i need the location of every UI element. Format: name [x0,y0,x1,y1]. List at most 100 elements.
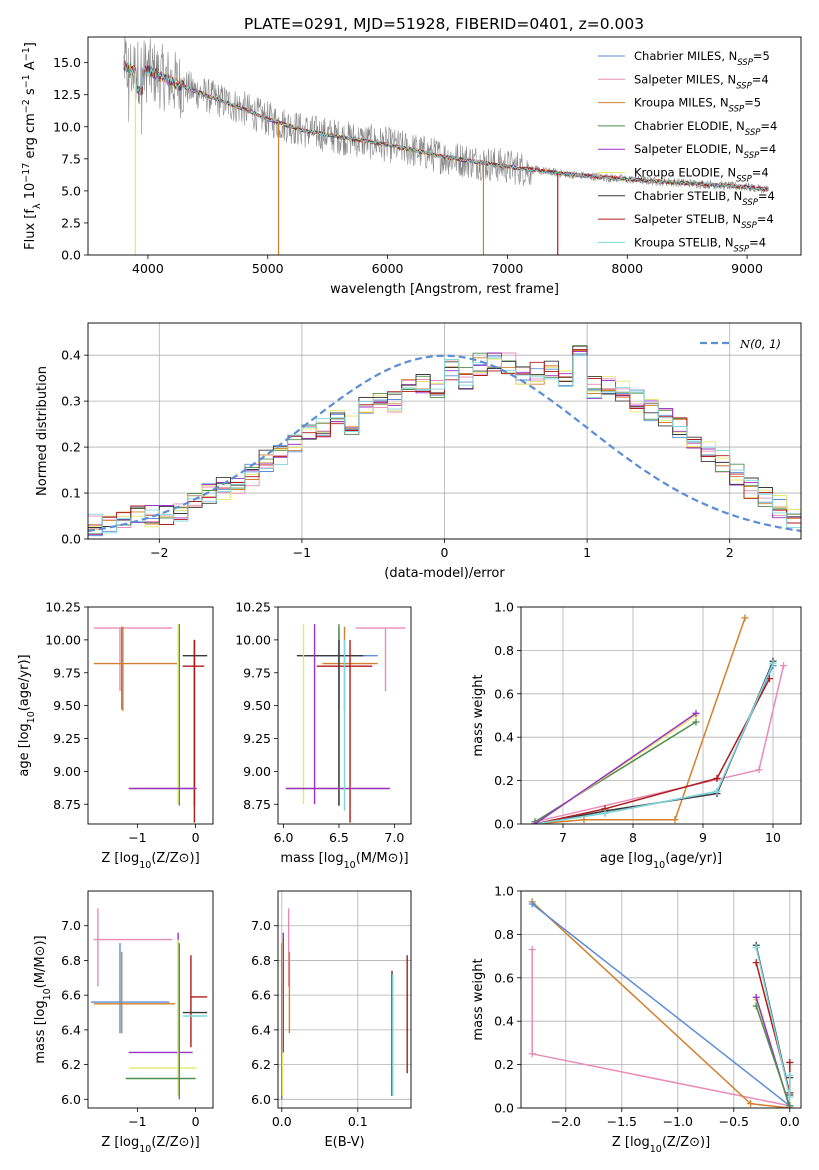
y-tick-label: 0.0 [494,1101,514,1116]
weight-marker [747,1100,755,1108]
weight-vs-age-axes: 7 8 9 10 0.0 0.2 0.4 0.6 0.8 1.0 age [log10(age/yr… [471,600,801,871]
y-axis-label: mass weight [471,674,486,756]
y-tick-label: 1.0 [494,600,514,615]
y-tick-label: 10.00 [235,632,271,647]
y-tick-label: 2.5 [61,215,81,230]
y-axis-label: mass [log10(M/M⊙)] [33,935,53,1063]
weight-marker [752,993,760,1001]
y-tick-label: 9.00 [53,764,81,779]
y-tick-label: 9.50 [243,698,271,713]
model-kroupa-stelib [123,60,769,192]
weight-marker [528,946,536,954]
age-vs-metallicity-panel: −1 0 8.75 9.00 9.25 9.50 9.75 10.00 10.25 Z [log1… [17,600,214,871]
y-tick-label: 0.4 [494,1014,514,1029]
weight-marker [531,820,539,824]
mass-vs-ebv-errorbars [281,908,408,1100]
residuals-panel: −2 −1 0 1 2 0.0 0.1 0.2 0.3 0.4 (data-model)/error… [35,322,802,581]
x-tick-label: 0 [441,545,449,560]
x-tick-label: −1 [293,545,311,560]
y-tick-label: 0.1 [61,486,81,501]
y-tick-label: 6.4 [61,1022,81,1037]
weight-marker [713,787,721,795]
age-vs-mass-errorbars [285,624,406,823]
mass-vs-Z-frame [87,890,214,1109]
y-tick-label: 9.50 [53,698,81,713]
y-tick-label: 10.25 [45,600,81,615]
y-tick-label: 0.6 [494,686,514,701]
y-tick-label: 8.75 [53,797,81,812]
weight-marker [528,1050,536,1058]
weight-vs-metallicity-panel: −2.0 −1.5 −1.0 −0.5 0.0 0.0 0.2 0.4 0.6 0.8 1.0 Z [… [471,884,802,1155]
residuals-frame [87,322,802,540]
y-tick-label: 9.75 [53,665,81,680]
x-axis-label: Z [log10(Z/Z⊙)] [101,1135,199,1155]
weight-marker [786,1058,794,1066]
x-tick-label: −1 [128,1114,146,1129]
y-tick-label: 0.6 [494,970,514,985]
figure-title: PLATE=0291, MJD=51928, FIBERID=0401, z=0… [244,15,644,33]
weight-line-kroupa-miles [534,617,746,824]
x-tick-label: 0.0 [780,1114,800,1129]
mass-vs-metallicity-panel: −1 0 6.0 6.2 6.4 6.6 6.8 7.0 Z [log10(Z/Z⊙)] mass… [33,890,214,1155]
mass-vs-Z-axes: −1 0 6.0 6.2 6.4 6.6 6.8 7.0 Z [log10(Z/Z⊙)] mass… [33,918,200,1154]
weight-marker [752,959,760,967]
y-tick-label: 0.8 [494,927,514,942]
y-tick-label: 12.5 [53,87,81,102]
weight-marker [752,1002,760,1010]
y-tick-label: 6.8 [61,953,81,968]
y-tick-label: 9.25 [53,731,81,746]
y-axis-label: age [log10(age/yr)] [17,654,37,776]
x-tick-label: 0.0 [272,1114,292,1129]
x-axis-label: (data-model)/error [384,566,505,581]
weight-vs-Z-axes: −2.0 −1.5 −1.0 −0.5 0.0 0.0 0.2 0.4 0.6 0.8 1.0 Z [… [471,884,801,1155]
weight-marker [755,766,763,774]
legend-entry: Chabrier STELIB, NSSP=4 [634,189,775,208]
y-tick-label: 8.75 [243,797,271,812]
x-tick-label: 6.0 [274,830,294,845]
weight-line-chabrier-elodie [755,1005,791,1107]
weight-marker [769,659,777,667]
legend-entry: Chabrier ELODIE, NSSP=4 [634,119,777,138]
weight-vs-age-panel: 7 8 9 10 0.0 0.2 0.4 0.6 0.8 1.0 age [log10(age/yr… [471,600,802,871]
y-tick-label: 6.2 [61,1057,81,1072]
x-tick-label: 9000 [731,261,763,276]
x-tick-label: 0 [192,1114,200,1129]
x-tick-label: 6000 [372,261,404,276]
weight-marker [752,943,760,951]
y-tick-label: 5.0 [61,183,81,198]
weight-marker [786,1102,794,1108]
y-axis-label: Flux [fλ 10−17 erg cm−2 s−1 A−1] [21,42,43,250]
y-tick-label: 6.8 [251,953,271,968]
y-tick-label: 0.2 [494,1057,514,1072]
y-tick-label: 0.0 [61,532,81,547]
weight-marker [713,774,721,782]
x-axis-label: Z [log10(Z/Z⊙)] [612,1135,710,1155]
y-tick-label: 6.4 [251,1022,271,1037]
weight-marker [786,1071,794,1079]
y-tick-label: 6.0 [61,1092,81,1107]
legend-entry: Kroupa ELODIE, NSSP=4 [634,166,769,185]
weight-line-salpeter-elodie [534,712,697,824]
y-axis-label: Normed distribution [35,366,50,496]
spectrum-axes: 4000 5000 6000 7000 8000 9000 0.0 2.5 5.0 7.5 10.0… [21,42,764,297]
x-axis-label: wavelength [Angstrom, rest frame] [330,282,559,297]
y-tick-label: 6.0 [251,1092,271,1107]
weight-marker [671,816,679,824]
mass-vs-ebv-panel: 0.0 0.1 6.0 6.2 6.4 6.6 6.8 7.0 E(B-V) [251,890,412,1150]
y-tick-label: 1.0 [494,884,514,899]
x-tick-label: 9 [699,830,707,845]
weight-marker [741,614,749,622]
weight-marker [692,718,700,726]
x-tick-label: 0.1 [348,1114,368,1129]
y-tick-label: 0.4 [61,348,81,363]
normal-legend-label: N(0, 1) [739,337,781,351]
x-axis-label: E(B-V) [324,1135,364,1150]
weight-line-salpeter-miles [531,949,790,1107]
spectrum-lines [123,37,769,255]
histogram-kroupa-stelib [88,355,801,534]
legend-entry: Chabrier MILES, NSSP=5 [634,49,770,68]
x-tick-label: −2 [150,545,168,560]
age-vs-Z-frame [87,606,214,825]
y-tick-label: 7.5 [61,151,81,166]
